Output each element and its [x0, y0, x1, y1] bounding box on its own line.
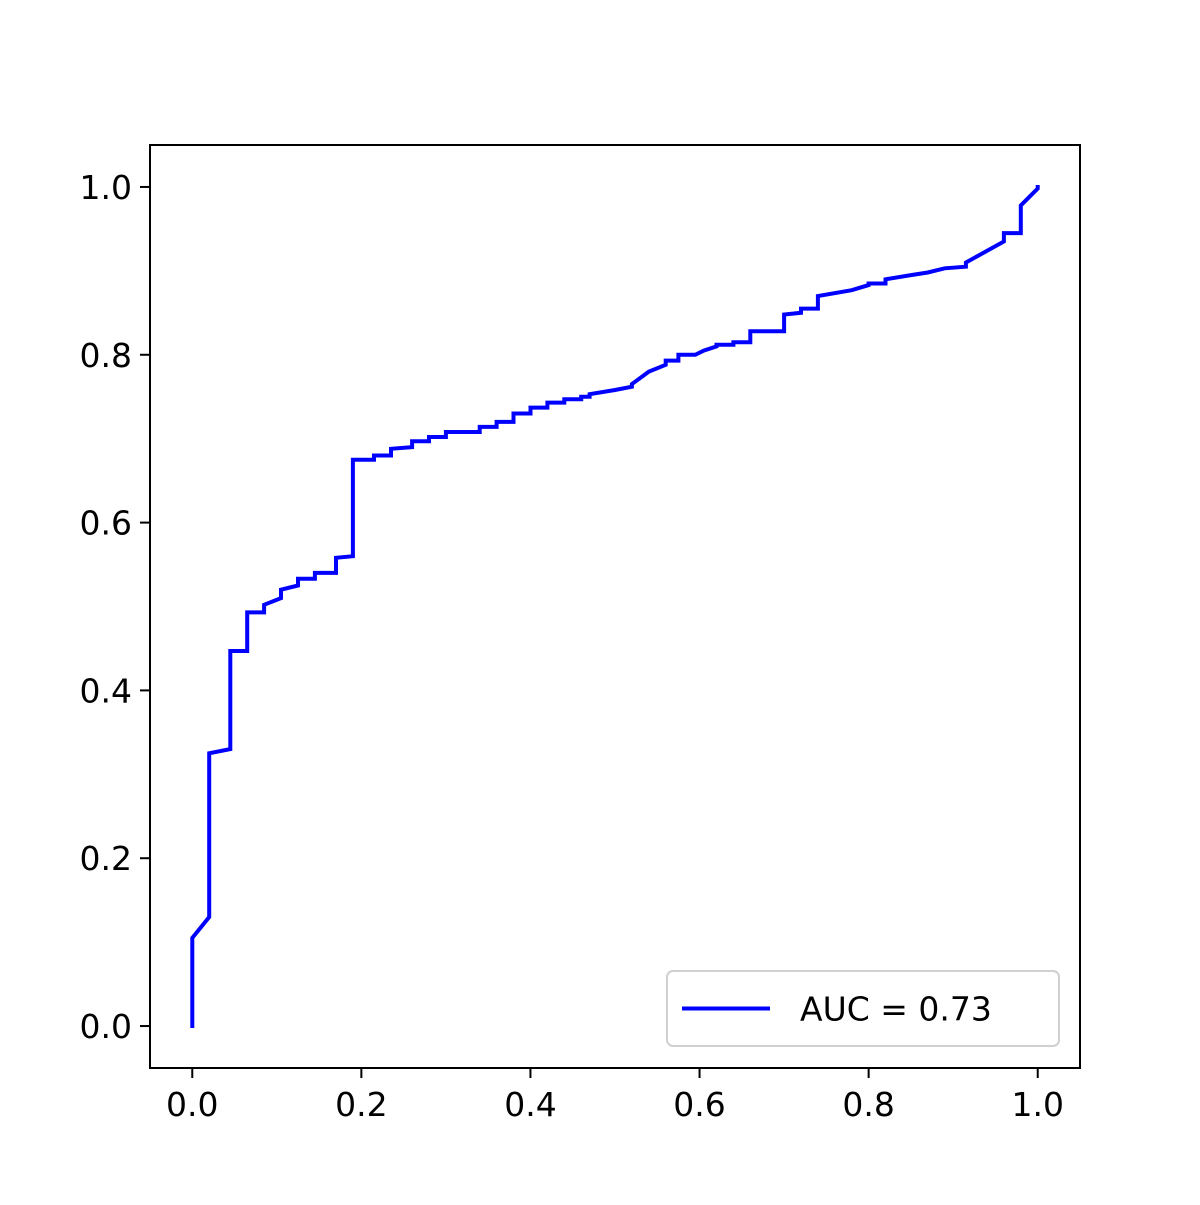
- axes-frame: [149, 144, 1081, 1069]
- legend: AUC = 0.73: [666, 970, 1060, 1047]
- y-tick-label: 1.0: [80, 168, 132, 207]
- plot-area: [190, 185, 1040, 1028]
- y-tick-label: 0.4: [80, 671, 132, 710]
- y-tick-label: 0.2: [80, 839, 132, 878]
- y-tick-label: 0.8: [80, 336, 132, 375]
- y-tick-label: 0.6: [80, 504, 132, 543]
- x-tick-label: 0.0: [166, 1085, 218, 1124]
- y-axis: 0.0 0.2 0.4 0.6 0.8 1.0: [80, 168, 150, 1046]
- x-tick-label: 0.6: [673, 1085, 725, 1124]
- legend-box: [666, 970, 1060, 1047]
- x-tick-label: 0.4: [504, 1085, 556, 1124]
- x-tick-label: 0.2: [335, 1085, 387, 1124]
- x-axis: 0.0 0.2 0.4 0.6 0.8 1.0: [166, 1068, 1064, 1124]
- roc-curve-line: [190, 185, 1040, 1028]
- x-tick-label: 1.0: [1011, 1085, 1063, 1124]
- legend-label: AUC = 0.73: [800, 990, 992, 1029]
- y-tick-label: 0.0: [80, 1007, 132, 1046]
- x-tick-label: 0.8: [842, 1085, 894, 1124]
